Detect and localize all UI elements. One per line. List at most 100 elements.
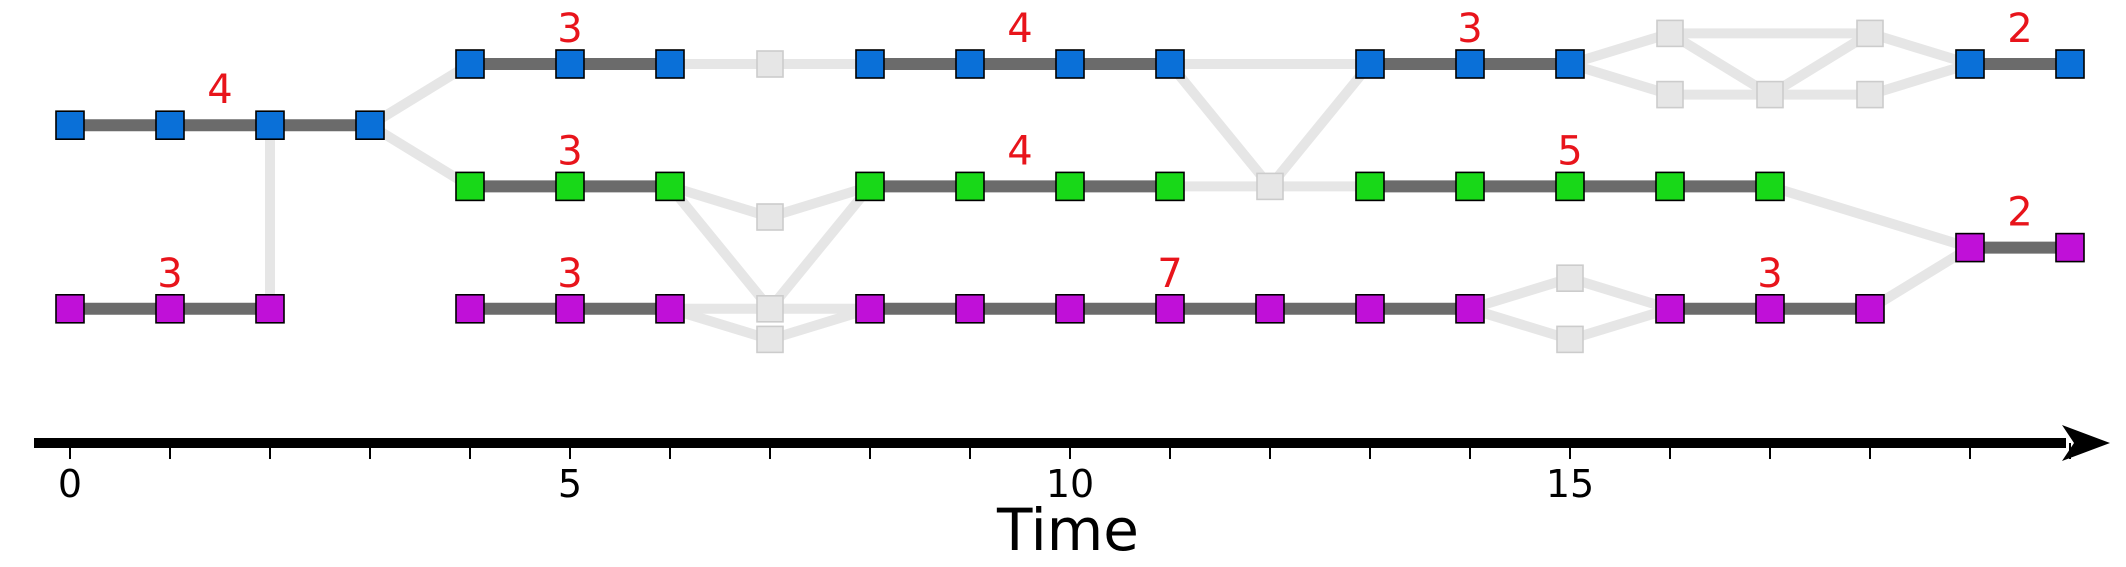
gap-node (1256, 172, 1284, 201)
gap-node (1656, 19, 1684, 48)
node-green (1655, 171, 1685, 202)
segment-labels: 4 3 4 3 2 3 4 5 3 3 7 3 2 (157, 6, 2032, 297)
node-purple (155, 293, 185, 324)
gap-node (756, 325, 784, 354)
gap-node (1856, 80, 1884, 109)
gap-node (1856, 19, 1884, 48)
gap-link (1165, 59, 1275, 192)
gap-node (1556, 264, 1584, 293)
node-purple (1855, 293, 1885, 324)
node-blue (1155, 49, 1185, 79)
node-green (1755, 171, 1785, 202)
segment-label: 5 (1557, 128, 1582, 174)
segment-label: 3 (557, 251, 582, 297)
gap-link (1865, 28, 1975, 69)
gap-link (1565, 28, 1675, 69)
segment-label: 4 (1007, 6, 1032, 52)
gap-link (765, 181, 875, 314)
gap-link (365, 59, 475, 131)
gap-link (1565, 273, 1675, 314)
segment-label: 2 (2007, 190, 2032, 236)
segment-label: 4 (207, 67, 232, 113)
node-blue (1455, 49, 1485, 79)
node-blue (855, 49, 885, 79)
node-blue (455, 49, 485, 79)
time-axis: 0 5 10 15 Time (34, 425, 2110, 564)
gap-link (1465, 303, 1575, 345)
gap-link (1565, 59, 1675, 100)
segment-label: 3 (557, 128, 582, 174)
axis-tick-label: 5 (558, 462, 582, 506)
gap-link (1665, 28, 1775, 100)
node-purple (55, 293, 85, 324)
node-blue (155, 110, 185, 140)
gap-node (1756, 80, 1784, 109)
node-purple (655, 293, 685, 324)
gap-node (756, 203, 784, 231)
node-green (855, 171, 885, 202)
gap-link (1765, 28, 1875, 100)
axis-ticks (69, 443, 2071, 459)
node-blue (1355, 49, 1385, 79)
gap-link (1465, 273, 1575, 314)
axis-title: Time (996, 496, 1139, 564)
axis-tick-label: 10 (1046, 462, 1094, 506)
node-purple (1355, 293, 1385, 324)
node-purple (1655, 293, 1685, 324)
gap-link (1765, 181, 1975, 253)
node-green (1055, 171, 1085, 202)
segment-label: 3 (157, 251, 182, 297)
node-blue (2055, 49, 2085, 79)
segment-label: 2 (2007, 6, 2032, 52)
gap-link (765, 303, 875, 345)
gap-link (665, 181, 775, 314)
node-purple (455, 293, 485, 324)
node-blue (1055, 49, 1085, 79)
gap-link (765, 181, 875, 222)
gap-link (1865, 242, 1975, 314)
gap-link (1865, 59, 1975, 100)
axis-tick-label: 15 (1546, 462, 1594, 506)
gap-node (1656, 80, 1684, 109)
gap-links (265, 28, 1975, 345)
node-purple (555, 293, 585, 324)
gap-node (1556, 325, 1584, 354)
node-purple (1955, 232, 1985, 263)
node-blue (955, 49, 985, 79)
gap-link (1265, 59, 1375, 192)
node-purple (2055, 232, 2085, 263)
gap-nodes (756, 19, 1884, 354)
node-purple (1055, 293, 1085, 324)
segment-label: 3 (1457, 6, 1482, 52)
node-blue (555, 49, 585, 79)
node-purple (1155, 293, 1185, 324)
node-green (655, 171, 685, 202)
gap-link (1565, 303, 1675, 345)
node-green (1155, 171, 1185, 202)
segment-label: 4 (1007, 128, 1032, 174)
node-purple (1755, 293, 1785, 324)
node-green (455, 171, 485, 202)
axis-arrowhead-icon (2062, 425, 2110, 461)
node-blue (255, 110, 285, 140)
gap-link (665, 303, 775, 345)
node-blue (55, 110, 85, 140)
gap-link (665, 181, 775, 222)
segment-label: 7 (1157, 251, 1182, 297)
node-blue (1555, 49, 1585, 79)
node-green (1455, 171, 1485, 202)
node-blue (1955, 49, 1985, 79)
node-blue (355, 110, 385, 140)
node-purple (1255, 293, 1285, 324)
node-purple (855, 293, 885, 324)
segment-label: 3 (1757, 251, 1782, 297)
node-purple (255, 293, 285, 324)
node-blue (655, 49, 685, 79)
gap-link (365, 120, 475, 192)
axis-tick-labels: 0 5 10 15 (58, 462, 1594, 506)
segment-label: 3 (557, 6, 582, 52)
node-green (1355, 171, 1385, 202)
node-green (955, 171, 985, 202)
gap-node (756, 294, 784, 323)
